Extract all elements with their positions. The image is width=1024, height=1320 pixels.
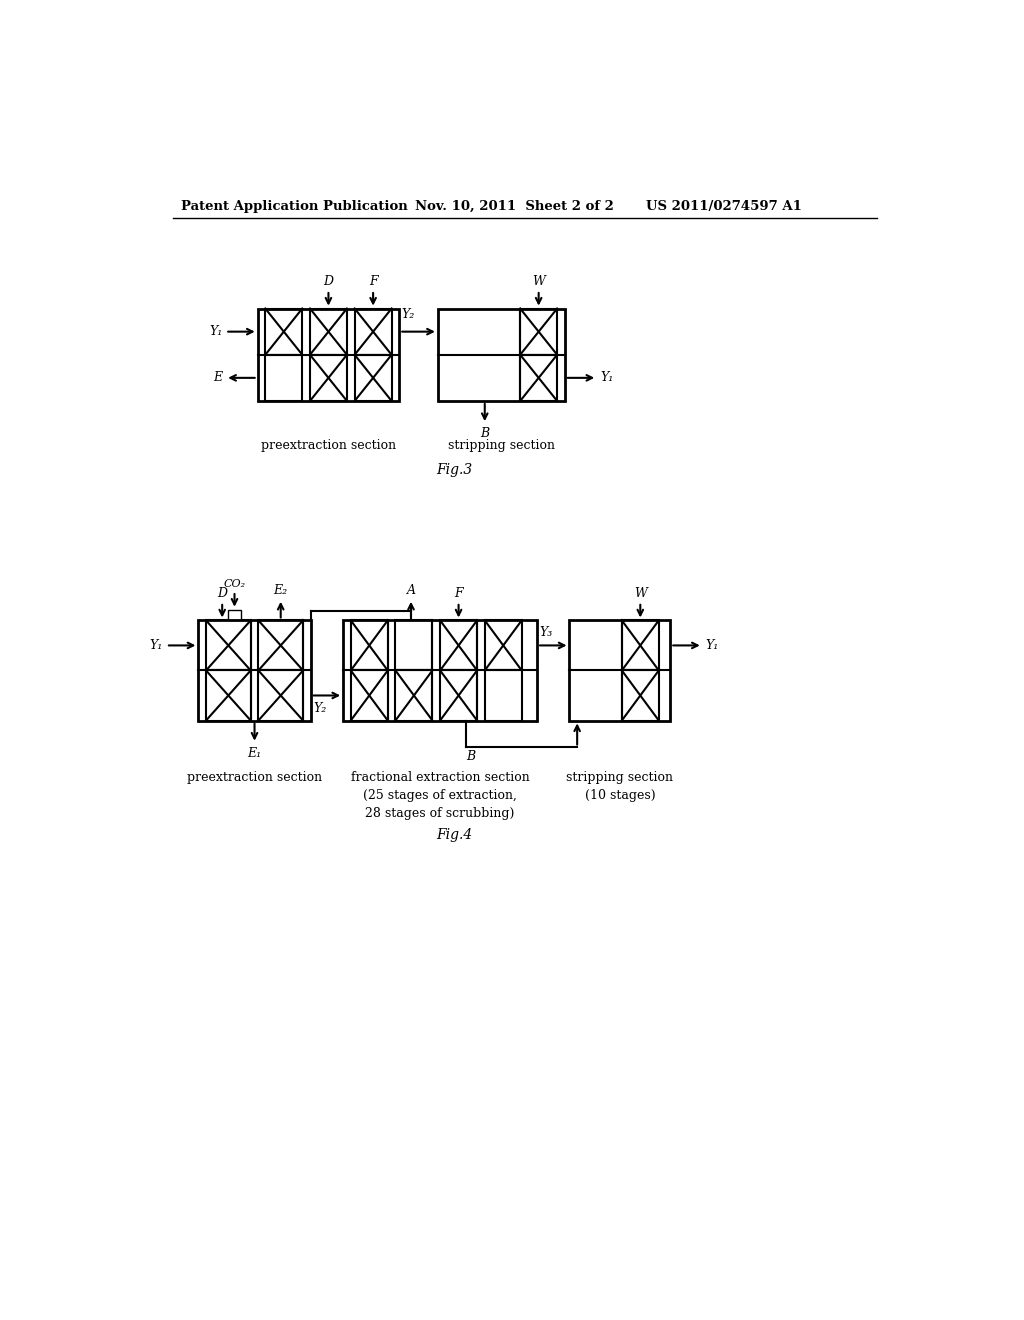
Bar bbox=[258, 671, 303, 721]
Text: E: E bbox=[213, 371, 222, 384]
Bar bbox=[199, 620, 310, 721]
Text: preextraction section: preextraction section bbox=[261, 440, 396, 453]
Bar bbox=[343, 620, 538, 721]
Bar bbox=[265, 355, 302, 401]
Bar bbox=[354, 355, 391, 401]
Bar bbox=[438, 309, 565, 401]
Text: Y₁: Y₁ bbox=[150, 639, 163, 652]
Bar bbox=[484, 671, 521, 721]
Bar bbox=[310, 309, 347, 355]
Bar bbox=[206, 620, 251, 671]
Text: Nov. 10, 2011  Sheet 2 of 2: Nov. 10, 2011 Sheet 2 of 2 bbox=[416, 199, 614, 213]
Bar bbox=[520, 355, 557, 401]
Text: W: W bbox=[634, 586, 647, 599]
Text: Fig.4: Fig.4 bbox=[436, 829, 472, 842]
Bar bbox=[395, 671, 432, 721]
Text: CO₂: CO₂ bbox=[223, 579, 246, 589]
Text: fractional extraction section
(25 stages of extraction,
28 stages of scrubbing): fractional extraction section (25 stages… bbox=[351, 771, 529, 820]
Text: US 2011/0274597 A1: US 2011/0274597 A1 bbox=[646, 199, 803, 213]
Text: E₁: E₁ bbox=[248, 747, 261, 760]
Text: W: W bbox=[532, 275, 545, 288]
Bar bbox=[440, 671, 477, 721]
Text: Y₁: Y₁ bbox=[209, 325, 222, 338]
Text: Y₂: Y₂ bbox=[313, 702, 327, 714]
Bar bbox=[484, 620, 521, 671]
Bar bbox=[351, 620, 388, 671]
Bar bbox=[622, 620, 658, 671]
Text: Patent Application Publication: Patent Application Publication bbox=[180, 199, 408, 213]
Bar bbox=[265, 309, 302, 355]
Bar bbox=[258, 620, 303, 671]
Text: D: D bbox=[217, 586, 227, 599]
Text: Fig.3: Fig.3 bbox=[436, 462, 472, 477]
Bar bbox=[351, 671, 388, 721]
Bar bbox=[227, 610, 242, 620]
Text: F: F bbox=[455, 586, 463, 599]
Bar bbox=[395, 620, 432, 671]
Bar bbox=[520, 309, 557, 355]
Text: B: B bbox=[480, 428, 489, 440]
Text: Y₁: Y₁ bbox=[600, 371, 613, 384]
Bar bbox=[569, 620, 671, 721]
Text: A: A bbox=[407, 583, 416, 597]
Text: E₂: E₂ bbox=[273, 583, 288, 597]
Bar bbox=[310, 355, 347, 401]
Text: B: B bbox=[466, 750, 475, 763]
Bar bbox=[258, 309, 399, 401]
Bar bbox=[622, 671, 658, 721]
Text: Y₂: Y₂ bbox=[401, 308, 415, 321]
Bar bbox=[354, 309, 391, 355]
Text: preextraction section: preextraction section bbox=[187, 771, 323, 784]
Text: Y₁: Y₁ bbox=[706, 639, 719, 652]
Text: stripping section: stripping section bbox=[447, 440, 555, 453]
Text: D: D bbox=[324, 275, 334, 288]
Text: F: F bbox=[369, 275, 378, 288]
Bar bbox=[440, 620, 477, 671]
Text: stripping section
(10 stages): stripping section (10 stages) bbox=[566, 771, 674, 801]
Bar bbox=[206, 671, 251, 721]
Text: Y₃: Y₃ bbox=[540, 626, 553, 639]
